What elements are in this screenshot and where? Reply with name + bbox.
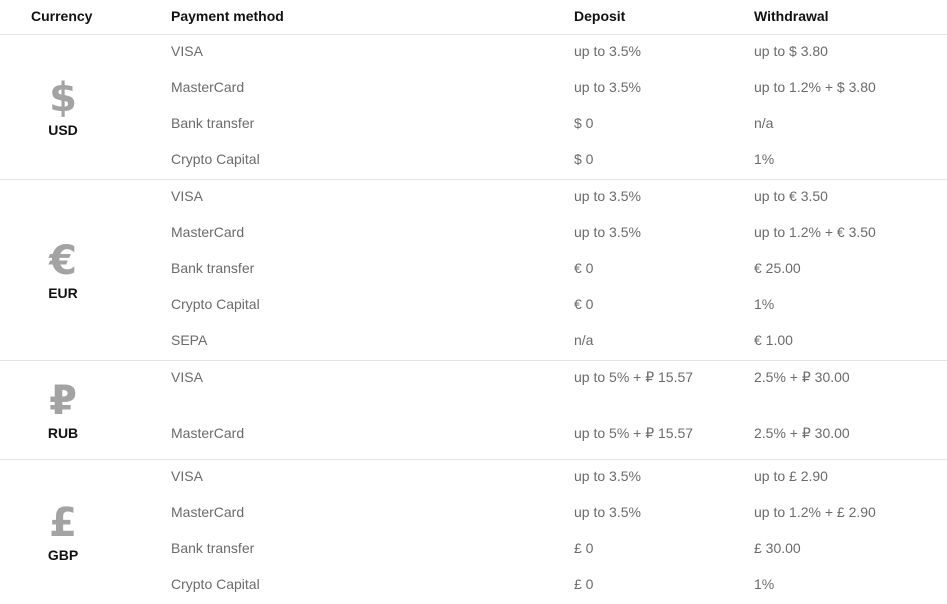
ruble-icon: ₽: [49, 378, 77, 424]
withdrawal-fee: £ 30.00: [754, 540, 801, 556]
currency-cell: ₽ RUB: [0, 361, 126, 459]
deposit-fee: € 0: [574, 260, 594, 276]
withdrawal-fee: 1%: [754, 296, 775, 312]
withdrawal-fee: up to £ 2.90: [754, 468, 828, 484]
table-row: MasterCard up to 3.5% up to 1.2% + € 3.5…: [0, 216, 947, 252]
payment-method: Bank transfer: [171, 540, 255, 556]
deposit-fee: up to 3.5%: [574, 504, 641, 520]
currency-code: EUR: [48, 285, 78, 301]
table-row: SEPA n/a € 1.00: [0, 324, 947, 360]
header-currency: Currency: [31, 8, 93, 24]
table-row: VISA up to 3.5% up to £ 2.90: [0, 460, 947, 496]
payment-method: Bank transfer: [171, 260, 255, 276]
currency-code: RUB: [47, 425, 79, 441]
withdrawal-fee: n/a: [754, 115, 774, 131]
withdrawal-fee: 2.5% + ₽ 30.00: [754, 425, 850, 441]
header-deposit: Deposit: [574, 8, 626, 24]
deposit-fee: up to 3.5%: [574, 43, 641, 59]
payment-method: Crypto Capital: [171, 296, 260, 312]
header-withdrawal: Withdrawal: [754, 8, 829, 24]
withdrawal-fee: up to $ 3.80: [754, 43, 828, 59]
withdrawal-fee: 1%: [754, 151, 775, 167]
payment-method: Bank transfer: [171, 115, 255, 131]
withdrawal-fee: 1%: [754, 576, 775, 592]
payment-method: VISA: [171, 43, 203, 59]
withdrawal-fee: up to € 3.50: [754, 188, 828, 204]
payment-method: VISA: [171, 468, 203, 484]
dollar-icon: $: [49, 75, 77, 121]
withdrawal-fee: € 25.00: [754, 260, 801, 276]
table-row: VISA up to 3.5% up to $ 3.80: [0, 35, 947, 71]
currency-group-usd: $ USD VISA up to 3.5% up to $ 3.80 Maste…: [0, 35, 947, 180]
deposit-fee: up to 5% + ₽ 15.57: [574, 369, 694, 385]
deposit-fee: up to 3.5%: [574, 468, 641, 484]
table-row: Bank transfer $ 0 n/a: [0, 107, 947, 143]
deposit-fee: $ 0: [574, 151, 594, 167]
table-row: Bank transfer £ 0 £ 30.00: [0, 532, 947, 568]
deposit-fee: € 0: [574, 296, 594, 312]
payment-method: Crypto Capital: [171, 576, 260, 592]
deposit-fee: up to 3.5%: [574, 188, 641, 204]
payment-method: MasterCard: [171, 79, 245, 95]
euro-icon: €: [49, 238, 77, 284]
currency-group-eur: € EUR VISA up to 3.5% up to € 3.50 Maste…: [0, 180, 947, 361]
table-row: VISA up to 5% + ₽ 15.57 2.5% + ₽ 30.00: [0, 361, 947, 410]
currency-cell: € EUR: [0, 180, 126, 360]
withdrawal-fee: up to 1.2% + $ 3.80: [754, 79, 876, 95]
deposit-fee: up to 3.5%: [574, 79, 641, 95]
payment-method: MasterCard: [171, 425, 245, 441]
currency-group-rub: ₽ RUB VISA up to 5% + ₽ 15.57 2.5% + ₽ 3…: [0, 361, 947, 460]
table-row: MasterCard up to 3.5% up to 1.2% + £ 2.9…: [0, 496, 947, 532]
payment-method: Crypto Capital: [171, 151, 260, 167]
table-row: Bank transfer € 0 € 25.00: [0, 252, 947, 288]
table-row: VISA up to 3.5% up to € 3.50: [0, 180, 947, 216]
withdrawal-fee: up to 1.2% + € 3.50: [754, 224, 876, 240]
table-row: MasterCard up to 5% + ₽ 15.57 2.5% + ₽ 3…: [0, 410, 947, 459]
currency-cell: £ GBP: [0, 460, 126, 604]
deposit-fee: £ 0: [574, 576, 594, 592]
table-row: Crypto Capital £ 0 1%: [0, 568, 947, 604]
table-row: Crypto Capital € 0 1%: [0, 288, 947, 324]
withdrawal-fee: € 1.00: [754, 332, 793, 348]
deposit-fee: n/a: [574, 332, 594, 348]
withdrawal-fee: up to 1.2% + £ 2.90: [754, 504, 876, 520]
payment-method: VISA: [171, 369, 203, 385]
currency-code: USD: [48, 122, 78, 138]
withdrawal-fee: 2.5% + ₽ 30.00: [754, 369, 850, 385]
currency-group-gbp: £ GBP VISA up to 3.5% up to £ 2.90 Maste…: [0, 460, 947, 604]
deposit-fee: up to 3.5%: [574, 224, 641, 240]
pound-icon: £: [49, 500, 77, 546]
table-row: MasterCard up to 3.5% up to 1.2% + $ 3.8…: [0, 71, 947, 107]
payment-method: SEPA: [171, 332, 208, 348]
payment-method: MasterCard: [171, 224, 245, 240]
payment-method: VISA: [171, 188, 203, 204]
table-row: Crypto Capital $ 0 1%: [0, 143, 947, 179]
currency-code: GBP: [47, 547, 79, 563]
deposit-fee: up to 5% + ₽ 15.57: [574, 425, 694, 441]
table-header: Currency Payment method Deposit Withdraw…: [0, 0, 947, 35]
header-payment-method: Payment method: [171, 8, 284, 24]
deposit-fee: $ 0: [574, 115, 594, 131]
payment-method: MasterCard: [171, 504, 245, 520]
currency-cell: $ USD: [0, 35, 126, 179]
deposit-fee: £ 0: [574, 540, 594, 556]
